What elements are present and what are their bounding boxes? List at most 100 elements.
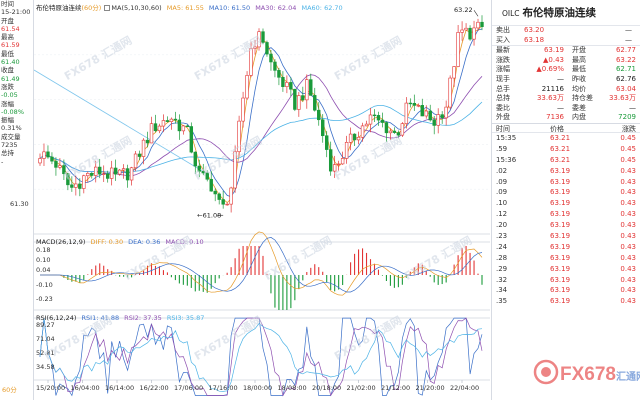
trade-row[interactable]: .09 63.19 0.43	[492, 177, 640, 188]
chart-canvas[interactable]: 63.22 ←61.08 0.18 0.10 0.04 -0.10 -0.23 89.27…	[34, 0, 490, 400]
trade-time: .34	[496, 286, 508, 295]
trade-change: 0.45	[620, 144, 636, 153]
x-axis-label: 21/12:00	[381, 384, 410, 392]
candle-body	[340, 158, 345, 165]
svg-text:FX678: FX678	[560, 364, 616, 385]
candle-body	[388, 130, 393, 134]
trade-time: .29	[496, 264, 508, 273]
candle-body	[54, 160, 58, 168]
candle-body	[225, 203, 229, 206]
candle-body	[189, 126, 194, 153]
candle-body	[94, 166, 98, 176]
x-axis-label: 16/14:00	[105, 384, 134, 392]
trade-price: 63.19	[550, 166, 571, 175]
stat-label: 现手	[496, 74, 510, 83]
trade-time: .35	[496, 297, 508, 306]
candle-body	[169, 118, 174, 122]
bar-info-row: 时间	[1, 0, 14, 8]
candle-body	[293, 88, 297, 110]
candle-body	[317, 109, 321, 121]
candle-body	[380, 119, 385, 123]
trade-row[interactable]: .32 63.19 0.43	[492, 275, 640, 286]
trade-row[interactable]: .12 63.19 0.43	[492, 209, 640, 220]
candle-body	[217, 193, 221, 200]
stat-label: 涨幅	[496, 65, 510, 74]
ma-settings-icon[interactable]	[104, 5, 111, 11]
trade-list[interactable]: 15:35 63.21 0.45 .59 63.21 0.45 15:36 63.21 0.45…	[492, 133, 640, 307]
bar-info-row: 振幅	[1, 116, 14, 125]
trade-row[interactable]: .29 63.19 0.43	[492, 264, 640, 275]
trade-price: 63.19	[550, 210, 571, 219]
candle-body	[309, 79, 313, 96]
trade-row[interactable]: .02 63.19 0.43	[492, 166, 640, 177]
trade-time: .20	[496, 221, 508, 230]
trade-row[interactable]: .24 63.19 0.43	[492, 242, 640, 253]
bar-info-row: 最高	[1, 33, 14, 42]
candle-body	[86, 172, 90, 177]
stat-label: 最低	[572, 65, 586, 74]
period-selector-label[interactable]: 60分	[2, 386, 17, 394]
candle-body	[213, 190, 217, 195]
bar-info-row: -0.05	[1, 91, 18, 100]
candle-body	[297, 95, 301, 110]
rsi1-line	[39, 317, 483, 397]
candle-body	[440, 114, 444, 119]
stat-value: 33.63万	[536, 94, 564, 103]
candle-body	[448, 77, 452, 108]
trade-change: 0.43	[620, 253, 636, 262]
stat-value: 63.22	[615, 55, 636, 64]
instrument-name: 布伦特原油连续	[36, 4, 82, 12]
buy-row[interactable]: 买入 63.18 —	[492, 36, 640, 46]
candle-body	[332, 164, 337, 172]
trade-change: 0.43	[620, 177, 636, 186]
macd-dea: DEA: 0.36	[128, 238, 161, 246]
candle-body	[113, 167, 118, 175]
candle-body	[193, 151, 197, 167]
trade-price: 63.21	[550, 133, 571, 142]
trade-row[interactable]: .59 63.21 0.45	[492, 144, 640, 155]
stat-label: 涨跌	[496, 55, 510, 64]
buy-price: 63.18	[524, 35, 545, 44]
trade-price: 63.19	[550, 275, 571, 284]
sell-row[interactable]: 卖出 63.20 —	[492, 26, 640, 36]
macd-title: MACD(26,12,9)	[36, 238, 86, 246]
candle-body	[209, 178, 213, 192]
candle-body	[444, 106, 448, 119]
fx678-logo: FX678 汇通网	[533, 359, 640, 385]
trade-row[interactable]: .28 63.19 0.43	[492, 253, 640, 264]
candle-body	[237, 120, 241, 152]
macd-dea-line	[40, 237, 483, 293]
trade-change: 0.43	[620, 199, 636, 208]
x-axis-label: 22/04:00	[450, 384, 479, 392]
stat-value: —	[629, 103, 636, 112]
trade-row[interactable]: .20 63.19 0.43	[492, 220, 640, 231]
trade-row[interactable]: .10 63.19 0.43	[492, 198, 640, 209]
candle-body	[229, 187, 233, 205]
chart-area[interactable]: 63.22 ←61.08 0.18 0.10 0.04 -0.10 -0.23 89.27…	[34, 0, 490, 400]
candle-body	[289, 82, 293, 90]
macd-diff: DIFF: 0.30	[90, 238, 124, 246]
trade-change: 0.45	[620, 133, 636, 142]
ma-params: MA(5,10,30,60)	[111, 4, 162, 12]
trade-row[interactable]: .34 63.19 0.43	[492, 285, 640, 296]
macd-axis-tick: 0.10	[36, 256, 50, 264]
trade-price: 63.19	[550, 199, 571, 208]
bar-info-panel: 时间 15-21:00 开盘 61.54 最高 61.59 最低 61.40 收盘 61.49 涨跌…	[0, 0, 34, 400]
candle-body	[480, 21, 484, 27]
trade-list-header: 时间 价格 涨跌	[492, 122, 640, 133]
trade-row[interactable]: 15:35 63.21 0.45	[492, 133, 640, 144]
quote-stat-row: 现手 — 昨收 62.76	[492, 75, 640, 85]
trade-row[interactable]: .23 63.19 0.43	[492, 231, 640, 242]
rsi-axis-tick: 34.58	[36, 363, 55, 371]
candle-body	[265, 42, 269, 55]
candle-body	[157, 125, 162, 132]
trade-row[interactable]: .09 63.19 0.43	[492, 187, 640, 198]
trade-row[interactable]: 15:36 63.21 0.45	[492, 155, 640, 166]
x-axis-label: 17/06:00	[174, 384, 203, 392]
stat-label: 开盘	[572, 46, 586, 55]
trade-row[interactable]: .35 63.19 0.43	[492, 296, 640, 307]
trade-price: 63.19	[550, 253, 571, 262]
stat-label: 委差	[572, 103, 586, 112]
candle-body	[38, 158, 42, 164]
candle-body	[161, 120, 166, 127]
